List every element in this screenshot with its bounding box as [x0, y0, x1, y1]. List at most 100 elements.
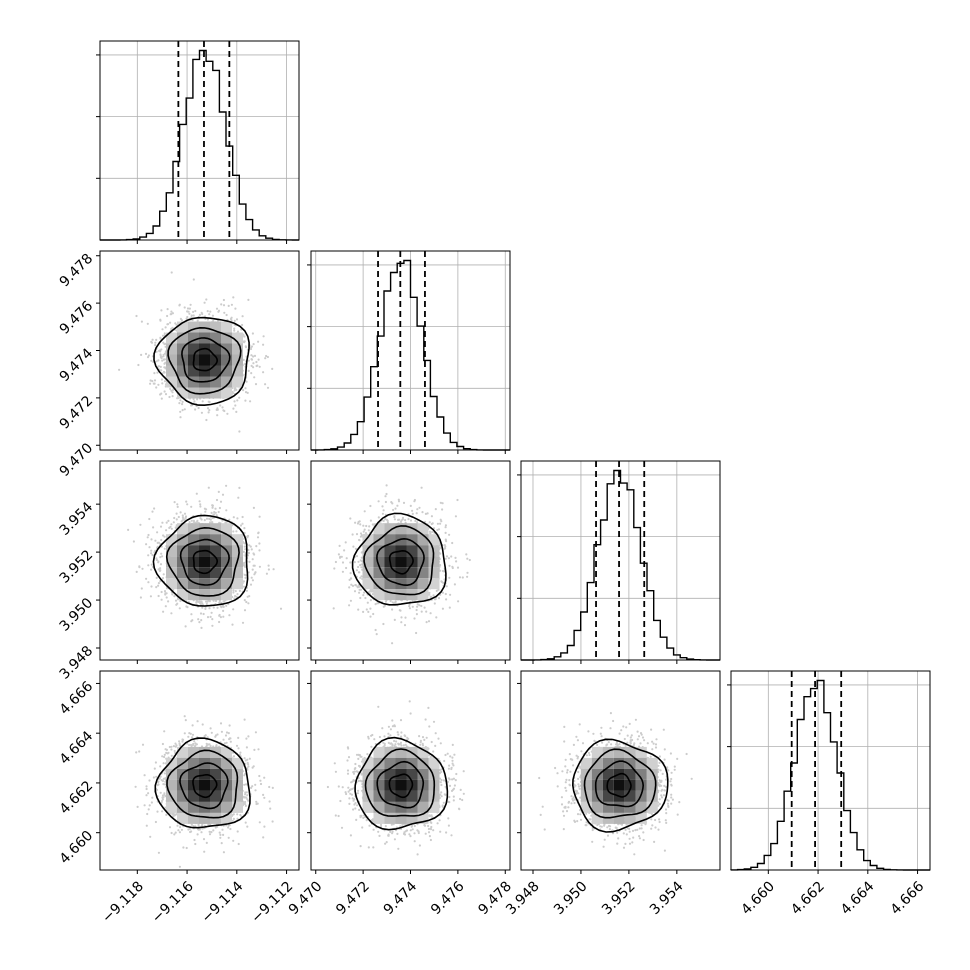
density-cell	[406, 757, 418, 769]
y-tick-label-4-1: 4.660	[57, 828, 97, 868]
contour-2	[179, 538, 230, 586]
density-cell	[221, 589, 232, 601]
density-cell	[362, 801, 374, 813]
density-cell	[177, 812, 188, 824]
contour-1	[192, 347, 219, 372]
density-cell	[602, 790, 614, 802]
density-cell	[417, 545, 429, 557]
density-cell	[362, 779, 374, 791]
density-cell	[232, 376, 243, 388]
panel-background	[731, 671, 930, 870]
density-cell	[221, 321, 232, 333]
density-cell	[232, 354, 243, 366]
density-cell	[384, 801, 396, 813]
density-cell	[188, 567, 199, 579]
density-cell	[210, 387, 221, 399]
y-tick-label-3-2: 3.950	[57, 595, 97, 635]
density-cell	[210, 354, 221, 366]
density-cell	[177, 332, 188, 344]
density-cell	[624, 768, 636, 780]
density-cell	[210, 545, 221, 557]
density-cell	[362, 545, 374, 557]
density-cell	[177, 589, 188, 601]
density-cell	[646, 757, 658, 769]
histogram-panel-1	[96, 40, 300, 244]
histogram-panel-2	[307, 250, 511, 454]
panel-frame	[99, 40, 300, 241]
density-cell	[188, 545, 199, 557]
x-tick-label-3-4: 3.954	[647, 878, 687, 918]
density-cell	[221, 812, 232, 824]
density-cell	[166, 801, 177, 813]
density-cell	[166, 534, 177, 546]
scatter-panel-3-2	[307, 460, 511, 664]
x-tick-label-2-3: 9.474	[381, 878, 421, 918]
density-cell	[417, 578, 429, 590]
panel-content	[100, 671, 299, 870]
contour-1	[192, 549, 219, 575]
density-cell	[373, 523, 385, 535]
density-cell	[221, 790, 232, 802]
density-cell	[428, 556, 440, 568]
density-cell	[406, 556, 418, 568]
density-cell	[373, 567, 385, 579]
contour-4	[152, 514, 249, 607]
y-tick-label-3-4: 3.954	[57, 499, 97, 539]
density-cell	[602, 757, 614, 769]
panel-content	[311, 671, 510, 870]
x-tick-label-4-4: 4.666	[888, 878, 928, 918]
density-cell	[624, 801, 636, 813]
density-cell	[373, 768, 385, 780]
density-cell	[177, 534, 188, 546]
density-cell	[232, 757, 243, 769]
density-cell	[221, 387, 232, 399]
density-cell	[395, 567, 407, 579]
density-cell	[624, 790, 636, 802]
density-cell	[635, 746, 647, 758]
density-cell	[362, 757, 374, 769]
density-cell	[166, 757, 177, 769]
density-cell	[199, 589, 210, 601]
density-cell	[177, 779, 188, 791]
density-cell	[210, 365, 221, 377]
contour-3	[583, 748, 657, 819]
panel-content	[100, 251, 299, 450]
density-cell	[166, 567, 177, 579]
contour-1	[388, 549, 414, 575]
density-cell	[210, 790, 221, 802]
density-cell	[199, 779, 210, 791]
scatter-panel-4-1	[96, 670, 300, 874]
contour-1	[192, 774, 218, 799]
density-cell	[417, 523, 429, 535]
density-cell	[373, 779, 385, 791]
x-tick-label-2-4: 9.476	[428, 878, 468, 918]
y-tick-label-4-4: 4.666	[57, 678, 97, 718]
density-cell	[166, 343, 177, 355]
density-cell	[166, 768, 177, 780]
density-cell	[177, 365, 188, 377]
density-cell	[417, 812, 429, 824]
density-cell	[221, 332, 232, 344]
density-cell	[362, 556, 374, 568]
density-cell	[613, 812, 625, 824]
density-cell	[210, 768, 221, 780]
density-cell	[188, 801, 199, 813]
density-cell	[188, 523, 199, 535]
density-cell	[395, 746, 407, 758]
panel-frame	[520, 460, 721, 661]
density-cell	[406, 790, 418, 802]
contour-4	[354, 736, 449, 831]
panel-background	[100, 41, 299, 240]
contour-2	[376, 537, 425, 587]
contour-3	[363, 525, 435, 596]
density-cell	[395, 556, 407, 568]
density-cell	[210, 556, 221, 568]
y-tick-label-3-3: 3.952	[57, 547, 97, 587]
density-cell	[177, 567, 188, 579]
density-cell	[210, 534, 221, 546]
density-cell	[188, 757, 199, 769]
contour-4	[571, 738, 669, 833]
density-cell	[635, 768, 647, 780]
density-cell	[373, 812, 385, 824]
density-cell	[580, 757, 592, 769]
